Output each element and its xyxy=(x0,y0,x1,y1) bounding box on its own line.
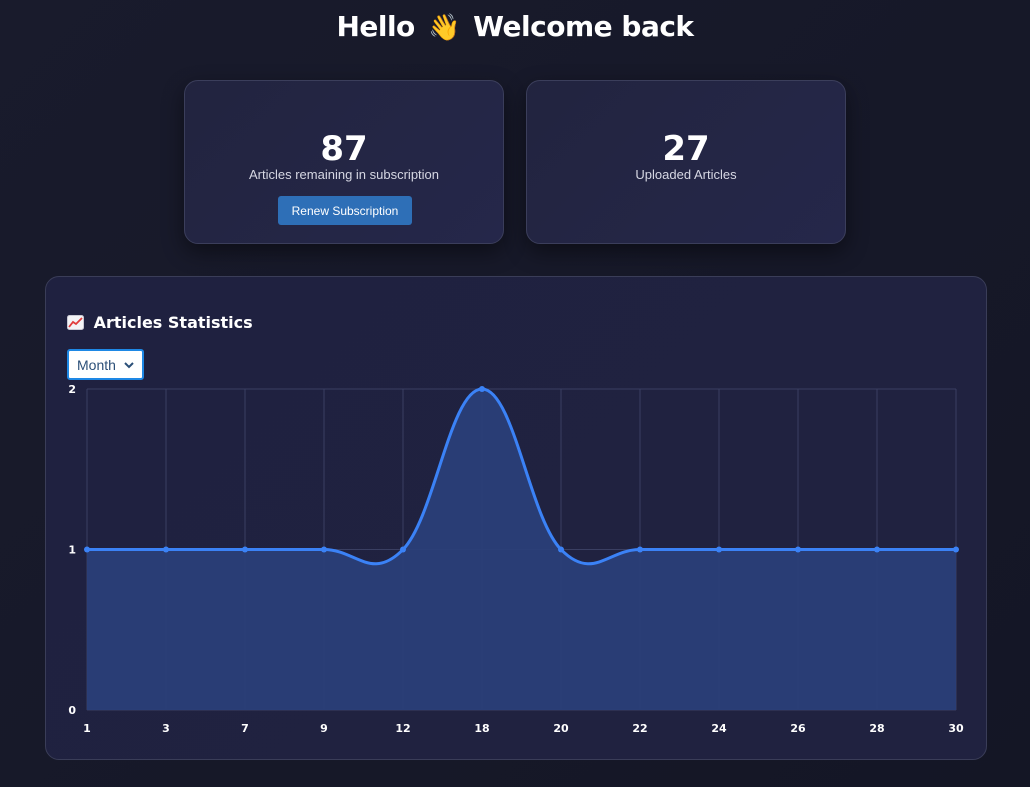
renew-subscription-button[interactable]: Renew Subscription xyxy=(278,196,412,225)
chart-increasing-icon xyxy=(67,315,84,330)
chart-area-fill xyxy=(87,389,956,710)
chart-point xyxy=(795,546,801,553)
y-tick-label: 1 xyxy=(68,544,76,557)
chart-point xyxy=(637,546,643,553)
x-tick-label: 3 xyxy=(162,722,170,735)
chart-point xyxy=(84,546,90,553)
chart-point xyxy=(558,546,564,553)
x-tick-label: 28 xyxy=(869,722,884,735)
x-tick-label: 18 xyxy=(474,722,489,735)
x-tick-label: 24 xyxy=(711,722,727,735)
chart-point xyxy=(479,386,485,392)
greeting-welcome: Welcome back xyxy=(473,10,694,43)
articles-remaining-count: 87 xyxy=(320,129,368,169)
y-tick-label: 0 xyxy=(68,704,76,717)
waving-hand-icon: 👋 xyxy=(428,13,460,43)
x-tick-label: 26 xyxy=(790,722,806,735)
statistics-title: Articles Statistics xyxy=(93,313,253,332)
statistics-heading: Articles Statistics xyxy=(67,313,253,332)
period-select[interactable]: Month xyxy=(67,349,144,380)
x-tick-label: 30 xyxy=(948,722,964,735)
x-tick-label: 9 xyxy=(320,722,328,735)
uploaded-articles-count: 27 xyxy=(662,129,710,169)
chart-point xyxy=(716,546,722,553)
x-tick-label: 22 xyxy=(632,722,647,735)
x-tick-label: 20 xyxy=(553,722,569,735)
y-tick-label: 2 xyxy=(68,383,76,396)
chart-point xyxy=(242,546,248,553)
greeting-hello: Hello xyxy=(336,10,415,43)
chart-point xyxy=(163,546,169,553)
period-select-value: Month xyxy=(77,356,116,373)
chart-point xyxy=(874,546,880,553)
chevron-down-icon xyxy=(124,362,134,369)
chart-point xyxy=(953,546,959,553)
uploaded-articles-label: Uploaded Articles xyxy=(635,167,737,182)
articles-remaining-label: Articles remaining in subscription xyxy=(248,167,440,182)
page-title: Hello 👋 Welcome back xyxy=(0,10,1030,43)
x-tick-label: 1 xyxy=(83,722,91,735)
x-tick-label: 7 xyxy=(241,722,249,735)
uploaded-articles-card: 27 Uploaded Articles xyxy=(526,80,846,244)
chart-point xyxy=(400,546,406,553)
x-tick-label: 12 xyxy=(395,722,410,735)
chart-point xyxy=(321,546,327,553)
subscription-card: 87 Articles remaining in subscription Re… xyxy=(184,80,504,244)
